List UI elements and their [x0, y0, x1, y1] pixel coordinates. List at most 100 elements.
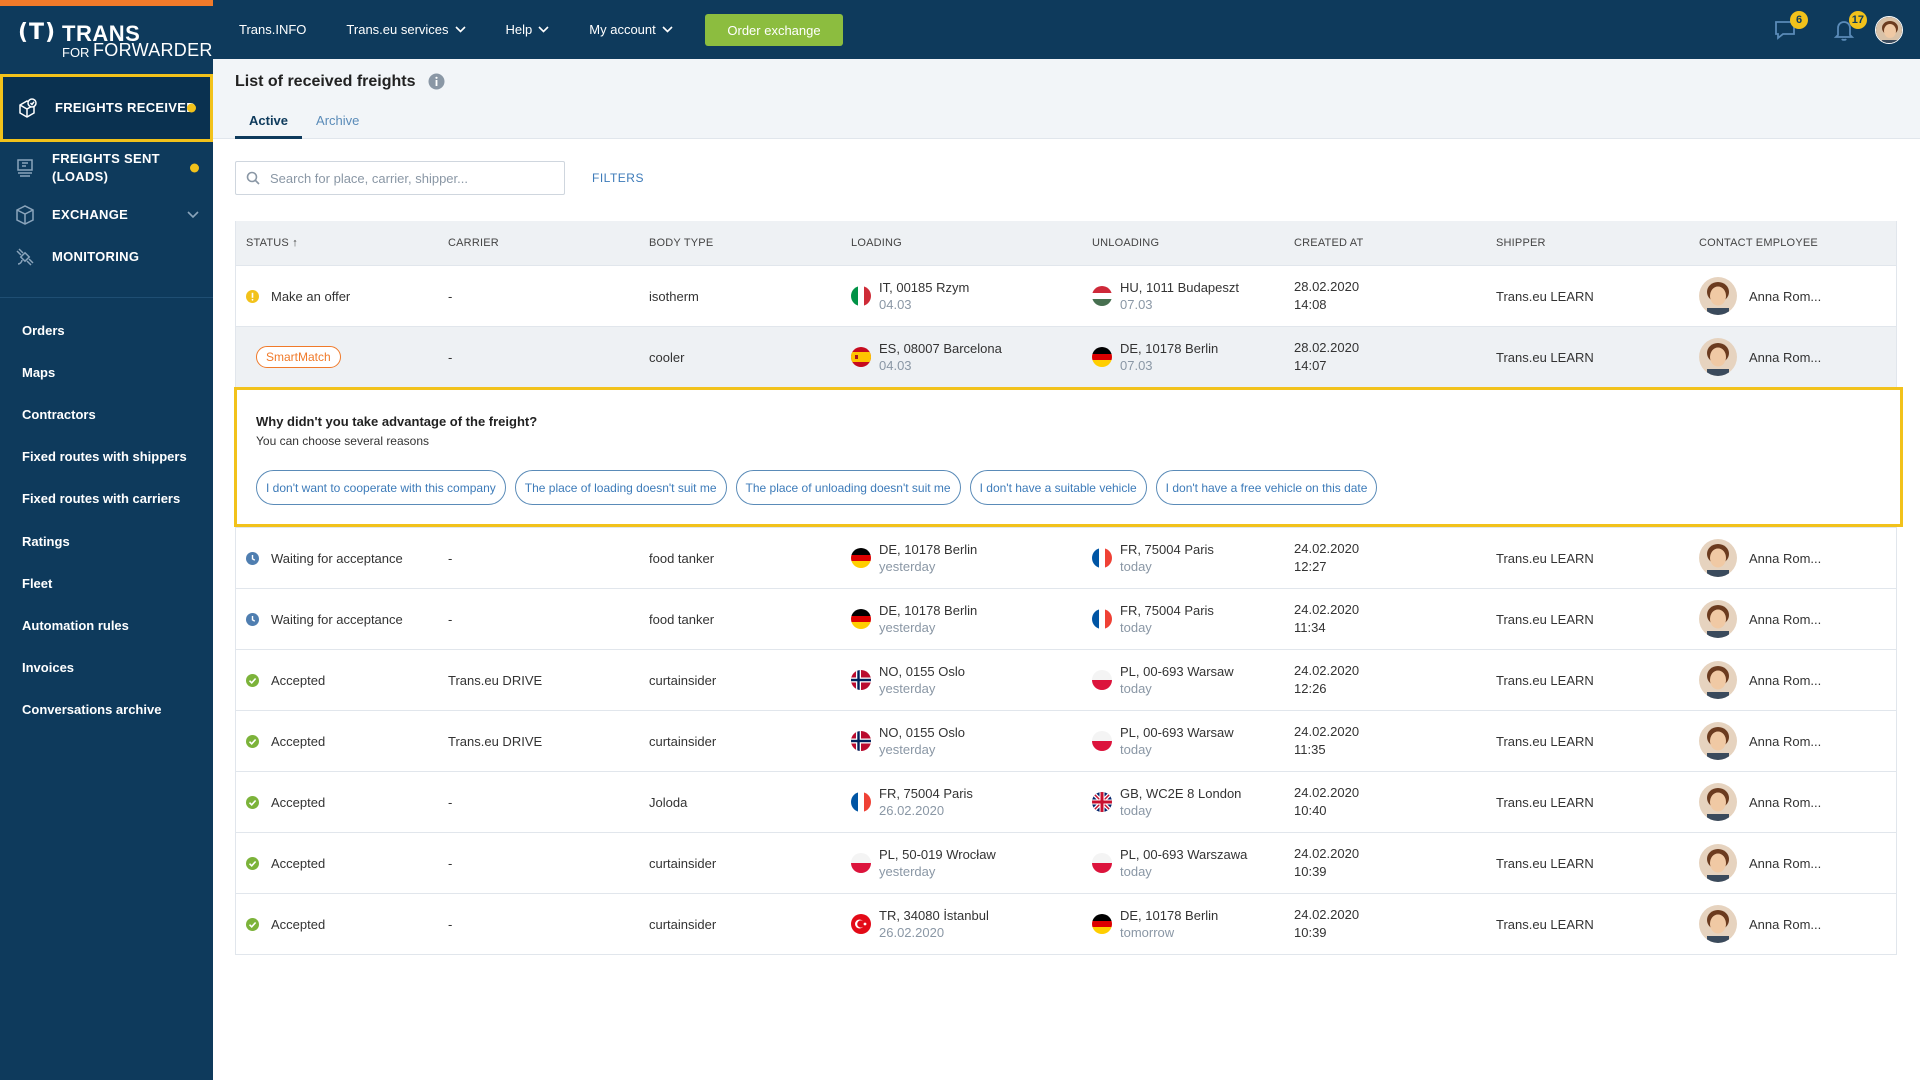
top-nav-help[interactable]: Help — [506, 22, 550, 37]
status-label: Accepted — [271, 672, 326, 688]
sidebar-link-maps[interactable]: Maps — [22, 364, 56, 380]
sidebar-link-ratings[interactable]: Ratings — [22, 533, 70, 549]
chevron-down-icon — [662, 26, 673, 33]
info-icon[interactable] — [428, 73, 445, 90]
loading-address: ES, 08007 Barcelona — [879, 341, 1002, 356]
table-row[interactable]: Waiting for acceptance - food tanker DE,… — [236, 588, 1896, 649]
top-nav-services[interactable]: Trans.eu services — [346, 22, 466, 37]
column-header-carrier[interactable]: CARRIER — [448, 237, 499, 249]
body-type-cell: curtainsider — [649, 672, 717, 688]
table-row[interactable]: Accepted Trans.eu DRIVE curtainsider NO,… — [236, 710, 1896, 771]
body-type-cell: curtainsider — [649, 916, 717, 932]
filters-button[interactable]: FILTERS — [592, 171, 644, 185]
column-header-status[interactable]: STATUS ↑ — [246, 237, 298, 249]
reasons-hint: You can choose several reasons — [256, 434, 430, 448]
reason-chip-no-free-vehicle[interactable]: I don't have a free vehicle on this date — [1155, 470, 1378, 505]
sidebar-link-fixed-routes-carriers[interactable]: Fixed routes with carriers — [22, 491, 181, 507]
tab-archive[interactable]: Archive — [316, 113, 360, 128]
contact-cell[interactable]: Anna Rom... — [1699, 783, 1821, 821]
contact-cell[interactable]: Anna Rom... — [1699, 905, 1821, 943]
contact-cell[interactable]: Anna Rom... — [1699, 277, 1821, 315]
column-header-body-type[interactable]: BODY TYPE — [649, 237, 714, 249]
employee-avatar — [1699, 277, 1737, 315]
loading-cell: TR, 34080 İstanbul 26.02.2020 — [851, 907, 989, 941]
table-row[interactable]: Accepted - curtainsider PL, 50-019 Wrocł… — [236, 832, 1896, 893]
sidebar-link-automation-rules[interactable]: Automation rules — [22, 617, 129, 633]
table-row[interactable]: Accepted - Joloda FR, 75004 Paris 26.02.… — [236, 771, 1896, 832]
sidebar-item-monitoring[interactable]: Monitoring — [0, 236, 213, 278]
unloading-address: HU, 1011 Budapeszt — [1120, 280, 1239, 295]
table-row[interactable]: Waiting for acceptance - food tanker DE,… — [236, 527, 1896, 588]
warning-icon — [246, 289, 259, 303]
table-row[interactable]: Accepted Trans.eu DRIVE curtainsider NO,… — [236, 649, 1896, 710]
sidebar-link-orders[interactable]: Orders — [22, 322, 65, 338]
created-date: 24.02.2020 — [1294, 663, 1360, 678]
unloading-cell: DE, 10178 Berlin tomorrow — [1092, 907, 1218, 941]
contact-cell[interactable]: Anna Rom... — [1699, 539, 1821, 577]
unloading-date: tomorrow — [1120, 925, 1175, 940]
contact-cell[interactable]: Anna Rom... — [1699, 661, 1821, 699]
contact-cell[interactable]: Anna Rom... — [1699, 338, 1821, 376]
trans-logo[interactable]: (T) TRANS FOR FORWARDERS — [18, 18, 225, 60]
contact-cell[interactable]: Anna Rom... — [1699, 844, 1821, 882]
smartmatch-badge[interactable]: SmartMatch — [256, 346, 341, 368]
messages-button[interactable]: 6 — [1772, 11, 1808, 43]
column-header-contact-employee[interactable]: CONTACT EMPLOYEE — [1699, 237, 1818, 249]
unloading-address: DE, 10178 Berlin — [1120, 908, 1219, 923]
sidebar-accent-bar — [0, 0, 213, 6]
top-nav-my-account[interactable]: My account — [589, 22, 673, 37]
flag-gb-icon — [1092, 792, 1112, 812]
sidebar-link-fleet[interactable]: Fleet — [22, 575, 53, 591]
sidebar-link-invoices[interactable]: Invoices — [22, 660, 75, 676]
employee-name: Anna Rom... — [1749, 733, 1822, 749]
reason-chip-unloading-place[interactable]: The place of unloading doesn't suit me — [735, 470, 961, 505]
order-exchange-button[interactable]: Order exchange — [705, 14, 843, 46]
loading-place: DE, 10178 Berlin yesterday — [879, 602, 977, 636]
table-row[interactable]: SmartMatch - cooler ES, 08007 Barcelona … — [236, 326, 1896, 387]
top-nav-trans-info[interactable]: Trans.INFO — [239, 22, 306, 37]
contact-cell[interactable]: Anna Rom... — [1699, 600, 1821, 638]
created-time: 10:39 — [1294, 864, 1327, 879]
sidebar-link-contractors[interactable]: Contractors — [22, 406, 96, 422]
unloading-cell: GB, WC2E 8 London today — [1092, 785, 1241, 819]
created-at-cell: 24.02.2020 11:35 — [1294, 723, 1359, 759]
user-avatar[interactable] — [1875, 16, 1903, 44]
reason-chip-company[interactable]: I don't want to cooperate with this comp… — [256, 470, 506, 505]
sidebar-item-label: Freights received — [55, 100, 196, 115]
column-header-unloading[interactable]: UNLOADING — [1092, 237, 1160, 249]
notifications-button[interactable]: 17 — [1831, 11, 1867, 43]
sidebar-link-conversations-archive[interactable]: Conversations archive — [22, 702, 162, 718]
column-header-created-at[interactable]: CREATED AT — [1294, 237, 1364, 249]
search-input[interactable] — [270, 170, 560, 186]
reason-chip-loading-place[interactable]: The place of loading doesn't suit me — [514, 470, 727, 505]
sidebar-item-freights-sent[interactable]: Freights sent (loads) — [0, 142, 213, 194]
clock-icon — [246, 612, 259, 626]
loading-address: DE, 10178 Berlin — [879, 542, 978, 557]
tab-active[interactable]: Active — [235, 113, 303, 139]
status-label: Waiting for acceptance — [271, 550, 403, 566]
status-label: Accepted — [271, 733, 326, 749]
carrier-cell: - — [448, 916, 453, 932]
column-header-loading[interactable]: LOADING — [851, 237, 902, 249]
loading-cell: DE, 10178 Berlin yesterday — [851, 602, 977, 636]
employee-avatar — [1699, 783, 1737, 821]
unloading-cell: DE, 10178 Berlin 07.03 — [1092, 340, 1218, 374]
column-header-shipper[interactable]: SHIPPER — [1496, 237, 1546, 249]
sidebar-link-fixed-routes-shippers[interactable]: Fixed routes with shippers — [22, 449, 187, 465]
reason-chip-no-suitable-vehicle[interactable]: I don't have a suitable vehicle — [969, 470, 1147, 505]
satellite-icon — [16, 248, 34, 266]
created-at-cell: 28.02.2020 14:07 — [1294, 339, 1359, 375]
employee-name: Anna Rom... — [1749, 855, 1822, 871]
loading-address: PL, 50-019 Wrocław — [879, 847, 996, 862]
table-row[interactable]: Accepted - curtainsider TR, 34080 İstanb… — [236, 893, 1896, 954]
table-row[interactable]: Make an offer - isotherm IT, 00185 Rzym … — [236, 265, 1896, 326]
carrier-cell: - — [448, 349, 453, 365]
status-label: Waiting for acceptance — [271, 611, 403, 627]
loading-date: 04.03 — [879, 297, 912, 312]
created-time: 11:34 — [1294, 620, 1326, 635]
sidebar-item-exchange[interactable]: Exchange — [0, 194, 213, 236]
contact-cell[interactable]: Anna Rom... — [1699, 722, 1821, 760]
sidebar-item-freights-received[interactable]: Freights received — [0, 74, 213, 142]
carrier-cell: Trans.eu DRIVE — [448, 733, 543, 749]
flag-de-icon — [1092, 914, 1112, 934]
